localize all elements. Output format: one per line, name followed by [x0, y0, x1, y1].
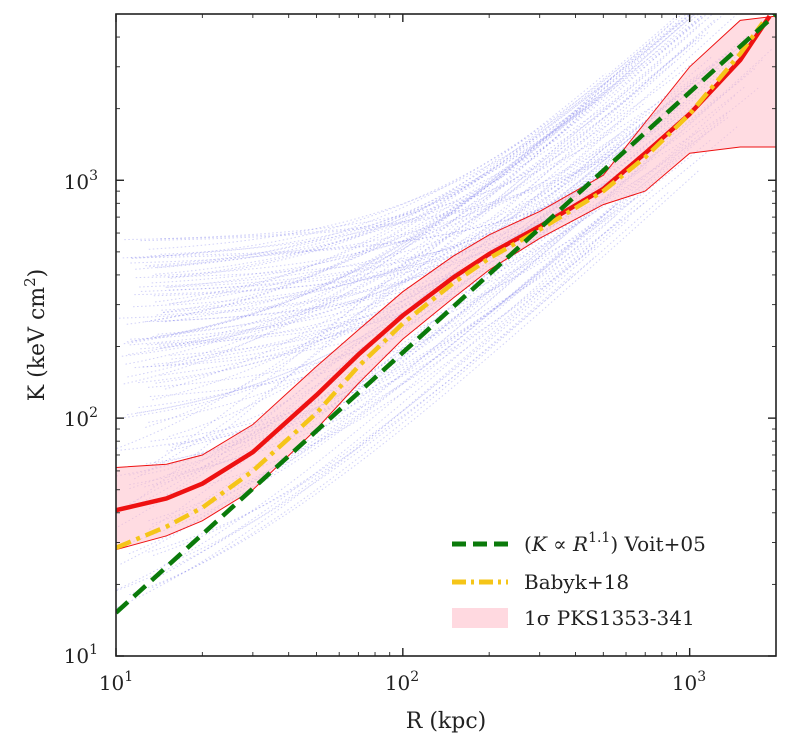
background-profile-line	[140, 84, 721, 350]
background-profile-line	[152, 55, 713, 337]
background-profile-line	[151, 129, 700, 525]
background-profile-line	[120, 238, 589, 451]
background-profile-line	[135, 165, 649, 279]
background-profile-line	[147, 158, 676, 388]
background-profile-line	[142, 138, 713, 368]
background-profile-line	[147, 197, 636, 346]
background-profile-line	[121, 39, 696, 357]
background-profile-line	[145, 14, 714, 428]
background-profile-line	[116, 247, 593, 592]
y-tick-label-100: 102	[64, 405, 98, 431]
x-tick-label-100: 102	[385, 669, 419, 695]
background-profile-line	[128, 137, 672, 555]
background-profile-line	[124, 99, 703, 241]
background-profile-line	[166, 202, 645, 495]
legend-swatch-sigma	[452, 608, 508, 628]
background-profile-line	[172, 14, 696, 335]
legend-label-babyk: Babyk+18	[524, 570, 629, 594]
background-profile-line	[131, 107, 588, 342]
background-profile-line	[123, 76, 614, 385]
ticks-layer	[115, 13, 777, 657]
series-layer	[116, 14, 776, 615]
background-profile-line	[154, 14, 683, 463]
y-tick-label-1000: 103	[64, 168, 98, 194]
background-profile-line	[163, 271, 576, 566]
background-profile-line	[125, 22, 679, 365]
background-profile-line	[164, 22, 702, 390]
background-profile-line	[126, 14, 692, 343]
x-axis-title: R (kpc)	[406, 709, 486, 734]
background-profile-line	[156, 16, 703, 269]
background-profile-line	[135, 43, 651, 270]
y-axis-title: K (keV cm2)	[21, 269, 50, 402]
background-profile-line	[138, 101, 685, 384]
background-profile-line	[127, 67, 634, 508]
background-profile-line	[162, 96, 598, 313]
background-profile-line	[160, 65, 711, 240]
background-profile-line	[150, 111, 729, 257]
background-profile-line	[130, 188, 591, 259]
background-profile-line	[127, 14, 700, 378]
background-profile-line	[155, 94, 677, 384]
background-profile-line	[160, 62, 694, 255]
background-profile-line	[150, 213, 618, 442]
background-profile-line	[152, 31, 709, 401]
background-profile-line	[163, 47, 736, 313]
background-profile-line	[129, 170, 700, 596]
plot-frame	[115, 13, 777, 657]
background-profile-line	[116, 14, 695, 449]
background-profile-line	[131, 14, 693, 259]
legend: (K ∝ R1.1) Voit+05 Babyk+18 1σ PKS1353-3…	[452, 530, 706, 630]
background-profile-line	[122, 102, 611, 259]
background-profile-line	[116, 220, 577, 477]
background-profile-line	[150, 14, 680, 322]
legend-label-voit: (K ∝ R1.1) Voit+05	[524, 530, 706, 556]
x-tick-label-1000: 103	[672, 669, 706, 695]
background-profile-line	[168, 14, 691, 278]
series-line-voit05	[116, 14, 776, 615]
legend-label-sigma: 1σ PKS1353-341	[524, 606, 695, 630]
background-profile-line	[133, 167, 606, 308]
background-profile-line	[171, 14, 708, 305]
background-profile-line	[167, 109, 580, 365]
background-profile-line	[129, 76, 699, 490]
y-tick-label-10: 101	[64, 642, 98, 668]
background-profile-line	[165, 61, 676, 288]
background-profile-line	[157, 204, 589, 322]
background-profile-line	[171, 95, 699, 360]
x-tick-label-10: 101	[99, 669, 133, 695]
background-profile-line	[130, 67, 718, 264]
background-profile-line	[158, 114, 727, 577]
background-profile-line	[164, 60, 663, 323]
background-profile-line	[168, 218, 623, 475]
background-profile-line	[160, 179, 591, 376]
background-profile-line	[126, 22, 673, 325]
sigma-band-lower-edge	[116, 146, 776, 551]
background-profile-line	[155, 14, 688, 303]
sigma-band-upper-edge	[116, 15, 776, 468]
background-profile-line	[159, 118, 642, 347]
background-profile-line	[152, 34, 749, 277]
background-profile-line	[129, 101, 634, 505]
series-line-babyk18	[116, 21, 765, 550]
background-profile-line	[147, 191, 670, 553]
background-profile-line	[149, 33, 705, 268]
background-profile-line	[139, 142, 623, 288]
background-profile-line	[145, 97, 600, 267]
background-profile-line	[123, 108, 583, 345]
